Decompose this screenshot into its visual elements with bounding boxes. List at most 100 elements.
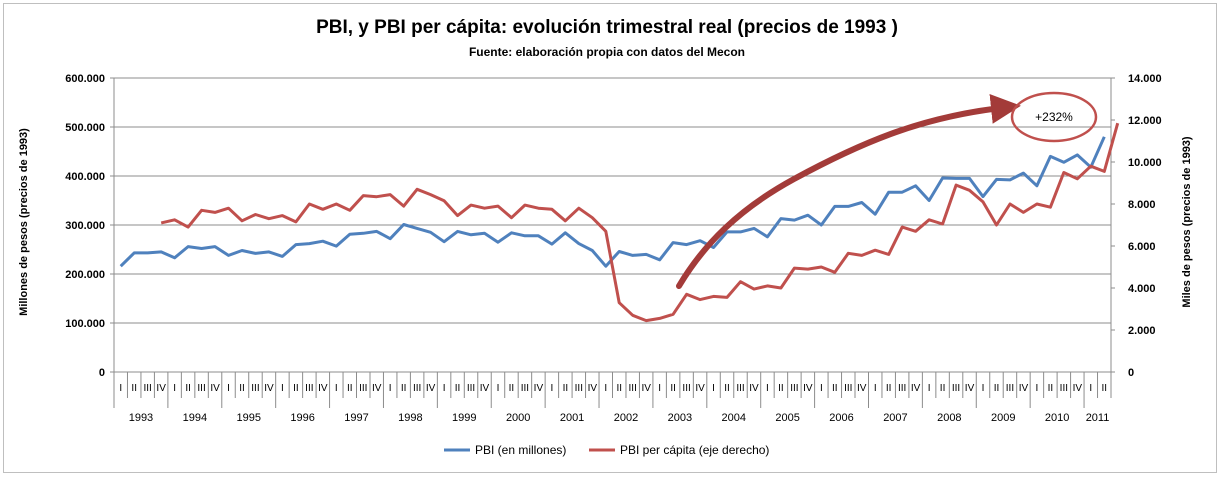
- growth-arrow: [676, 93, 1021, 289]
- quarter-label: III: [359, 383, 367, 394]
- y-axis-left-ticks: 0 100.000 200.000 300.000 400.000 500.000 600.…: [65, 73, 114, 379]
- quarter-label: IV: [372, 383, 382, 394]
- year-label: 2009: [991, 412, 1015, 424]
- quarter-label: III: [682, 383, 690, 394]
- quarter-label: II: [563, 383, 569, 394]
- quarter-label: III: [251, 383, 259, 394]
- quarter-label: IV: [641, 383, 651, 394]
- year-label: 1996: [290, 412, 314, 424]
- gridlines: [113, 77, 1112, 372]
- quarter-label: III: [197, 383, 205, 394]
- y-left-tick-label: 300.000: [65, 220, 105, 232]
- quarter-label: IV: [156, 383, 166, 394]
- legend: PBI (en millones) PBI per cápita (eje de…: [444, 443, 769, 457]
- year-label: 1997: [344, 412, 368, 424]
- x-axis: I II III IV I II III IV I II III IV I II III IV I II III IV…: [113, 371, 1112, 424]
- quarter-label: I: [928, 383, 931, 394]
- y-right-tick-label: 0: [1128, 367, 1134, 379]
- quarter-label: II: [670, 383, 676, 394]
- quarter-label: I: [497, 383, 500, 394]
- y-left-tick-label: 600.000: [65, 73, 105, 85]
- year-label: 1993: [129, 412, 153, 424]
- year-label: 2007: [883, 412, 907, 424]
- series-line-pbi-per-capita: [160, 122, 1120, 323]
- quarter-label: IV: [1073, 383, 1083, 394]
- quarter-label: III: [413, 383, 421, 394]
- quarter-label: I: [335, 383, 338, 394]
- legend-label-pbi-per-capita: PBI per cápita (eje derecho): [620, 443, 769, 457]
- y-left-tick-label: 100.000: [65, 318, 105, 330]
- quarter-label: III: [629, 383, 637, 394]
- quarter-label: III: [952, 383, 960, 394]
- y-right-tick-label: 6.000: [1128, 241, 1156, 253]
- quarter-label: I: [820, 383, 823, 394]
- quarter-label: I: [173, 383, 176, 394]
- quarter-label: I: [1036, 383, 1039, 394]
- year-label: 2004: [722, 412, 746, 424]
- y-left-tick-label: 500.000: [65, 122, 105, 134]
- quarter-label: II: [616, 383, 622, 394]
- y-right-tick-label: 14.000: [1128, 73, 1162, 85]
- quarter-label: II: [401, 383, 407, 394]
- series-line-pbi: [119, 136, 1106, 268]
- year-label: 2005: [775, 412, 799, 424]
- year-label: 1994: [183, 412, 207, 424]
- growth-label: +232%: [1035, 110, 1073, 124]
- year-label: 2003: [668, 412, 692, 424]
- quarter-label: IV: [695, 383, 705, 394]
- year-label: 2000: [506, 412, 530, 424]
- quarter-label: I: [604, 383, 607, 394]
- year-label: 2010: [1045, 412, 1069, 424]
- quarter-label: I: [982, 383, 985, 394]
- y-right-tick-label: 12.000: [1128, 115, 1162, 127]
- quarter-label: III: [844, 383, 852, 394]
- y-axis-right-ticks: 0 2.000 4.000 6.000 8.000 10.000 12.000 14.000: [1111, 73, 1162, 379]
- quarter-label: III: [790, 383, 798, 394]
- quarter-label: III: [144, 383, 152, 394]
- chart-subtitle: Fuente: elaboración propia con datos del…: [469, 45, 745, 59]
- y-right-tick-label: 8.000: [1128, 199, 1156, 211]
- quarter-label: II: [832, 383, 838, 394]
- quarter-label: IV: [911, 383, 921, 394]
- chart-frame: PBI, y PBI per cápita: evolución trimest…: [3, 3, 1217, 473]
- quarter-label: I: [281, 383, 284, 394]
- quarter-label: I: [874, 383, 877, 394]
- quarter-label: I: [227, 383, 230, 394]
- quarter-label: I: [550, 383, 553, 394]
- quarter-label: IV: [480, 383, 490, 394]
- growth-annotation: +232%: [676, 91, 1098, 289]
- y-axis-left-label: Millones de pesos (precios de 1993): [18, 128, 30, 316]
- quarter-label: I: [389, 383, 392, 394]
- quarter-label: I: [658, 383, 661, 394]
- quarter-label: IV: [210, 383, 220, 394]
- quarter-label: III: [305, 383, 313, 394]
- year-label: 1995: [236, 412, 260, 424]
- quarter-label: II: [724, 383, 730, 394]
- y-axis-right-label: Miles de pesos (precios de 1993): [1181, 136, 1193, 308]
- year-label: 1998: [398, 412, 422, 424]
- year-label: 2006: [829, 412, 853, 424]
- quarter-label: III: [736, 383, 744, 394]
- y-left-tick-label: 200.000: [65, 269, 105, 281]
- quarter-label: IV: [749, 383, 759, 394]
- quarter-label: III: [575, 383, 583, 394]
- quarter-label: IV: [1019, 383, 1029, 394]
- quarter-label: II: [994, 383, 1000, 394]
- quarter-label: II: [509, 383, 515, 394]
- quarter-label: II: [940, 383, 946, 394]
- quarter-label: IV: [426, 383, 436, 394]
- quarter-label: III: [1060, 383, 1068, 394]
- quarter-label: III: [898, 383, 906, 394]
- quarter-label: IV: [965, 383, 975, 394]
- y-right-tick-label: 4.000: [1128, 283, 1156, 295]
- chart: PBI, y PBI per cápita: evolución trimest…: [18, 17, 1193, 457]
- quarter-label: I: [712, 383, 715, 394]
- quarter-label: II: [778, 383, 784, 394]
- quarter-label: IV: [318, 383, 328, 394]
- year-label: 2011: [1086, 412, 1110, 424]
- quarter-label: IV: [857, 383, 867, 394]
- quarter-label: II: [347, 383, 353, 394]
- quarter-label: II: [293, 383, 299, 394]
- quarter-label: II: [886, 383, 892, 394]
- y-right-tick-label: 10.000: [1128, 157, 1162, 169]
